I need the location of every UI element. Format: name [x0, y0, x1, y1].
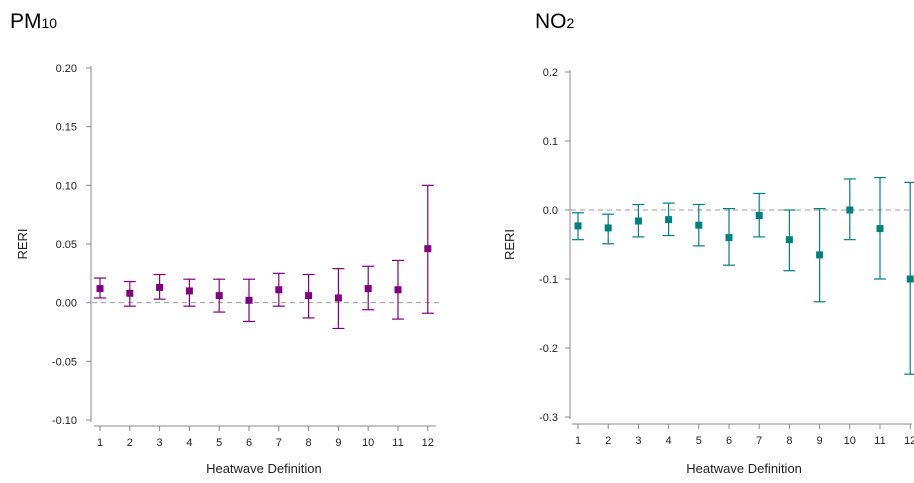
no2-x-tick-label: 12	[904, 435, 914, 447]
pm10-x-tick-label: 8	[306, 437, 312, 449]
pm10-x-tick-label: 6	[246, 437, 252, 449]
no2-title-subscript: 2	[566, 15, 575, 31]
pm10-point-marker	[364, 285, 372, 293]
no2-y-tick-label: 0.0	[543, 205, 558, 217]
no2-point-marker	[634, 217, 642, 225]
no2-point-marker	[906, 275, 914, 283]
pm10-y-tick-label: 0.05	[56, 239, 77, 251]
pm10-y-tick-label: 0.10	[56, 180, 77, 192]
pm10-x-tick-label: 9	[335, 437, 341, 449]
no2-point-marker	[876, 225, 884, 233]
pm10-y-tick-label: -0.10	[52, 415, 77, 427]
pm10-y-tick-label: 0.15	[56, 122, 77, 134]
no2-y-tick-label: 0.2	[543, 67, 558, 79]
pm10-x-tick-label: 2	[127, 437, 133, 449]
no2-title-main: NO	[535, 10, 567, 33]
pm10-title-main: PM	[10, 10, 42, 33]
no2-point-marker	[695, 221, 703, 229]
pm10-point-marker	[394, 286, 402, 294]
no2-point-marker	[846, 206, 854, 214]
pm10-x-tick-label: 11	[392, 437, 403, 449]
pm10-x-tick-label: 5	[216, 437, 222, 449]
no2-point-marker	[755, 212, 763, 220]
pm10-point-marker	[185, 287, 193, 295]
no2-y-tick-label: 0.1	[543, 136, 558, 148]
no2-x-tick-label: 4	[666, 435, 672, 447]
no2-x-tick-label: 10	[844, 435, 856, 447]
no2-x-tick-label: 11	[874, 435, 885, 447]
pm10-x-tick-label: 7	[276, 437, 282, 449]
pm10-point-marker	[156, 283, 164, 291]
pm10-point-marker	[215, 292, 223, 300]
no2-y-tick-label: -0.2	[539, 343, 558, 355]
no2-point-marker	[604, 224, 612, 232]
pm10-point-marker	[334, 294, 342, 302]
pm10-x-axis-label: Heatwave Definition	[206, 461, 322, 476]
no2-x-axis-label: Heatwave Definition	[686, 461, 802, 476]
no2-point-marker	[816, 251, 824, 259]
pm10-x-tick-label: 12	[422, 437, 434, 449]
no2-point-marker	[574, 222, 582, 230]
pm10-x-tick-label: 3	[157, 437, 163, 449]
no2-x-tick-label: 1	[575, 435, 581, 447]
pm10-y-tick-label: 0.00	[56, 298, 77, 310]
no2-point-marker	[665, 216, 673, 224]
pm10-point-marker	[275, 286, 283, 294]
no2-x-tick-label: 6	[726, 435, 732, 447]
pm10-y-axis-label: RERI	[15, 228, 30, 259]
pm10-point-marker	[424, 245, 432, 253]
pm10-point-marker	[96, 285, 104, 293]
pm10-y-tick-label: -0.05	[52, 356, 77, 368]
pm10-title-subscript: 10	[41, 15, 58, 31]
no2-panel-title: NO2	[535, 10, 574, 34]
pm10-y-tick-label: 0.20	[56, 63, 77, 75]
no2-point-marker	[725, 234, 733, 242]
pm10-x-tick-label: 10	[362, 437, 374, 449]
pm10-point-marker	[305, 292, 313, 300]
no2-y-axis-label: RERI	[502, 229, 517, 260]
no2-x-tick-label: 3	[635, 435, 641, 447]
no2-y-tick-label: -0.1	[539, 274, 558, 286]
no2-point-marker	[785, 236, 793, 244]
pm10-x-tick-label: 4	[186, 437, 192, 449]
no2-x-tick-label: 7	[756, 435, 762, 447]
pm10-point-marker	[126, 289, 134, 297]
no2-x-tick-label: 2	[605, 435, 611, 447]
pm10-panel-title: PM10	[10, 10, 57, 34]
pm10-point-marker	[245, 296, 253, 304]
no2-x-tick-label: 9	[817, 435, 823, 447]
no2-x-tick-label: 5	[696, 435, 702, 447]
no2-x-tick-label: 8	[786, 435, 792, 447]
no2-y-tick-label: -0.3	[539, 412, 558, 424]
pm10-x-tick-label: 1	[97, 437, 103, 449]
